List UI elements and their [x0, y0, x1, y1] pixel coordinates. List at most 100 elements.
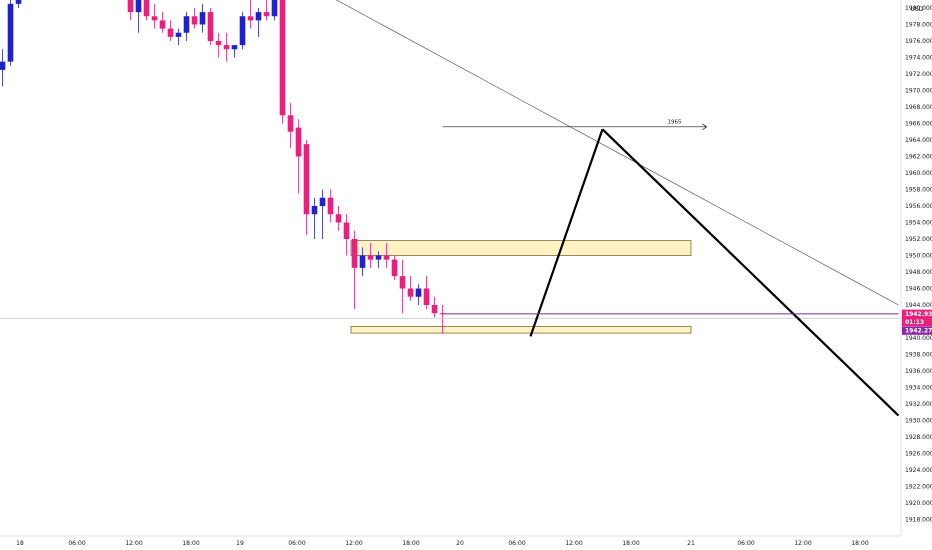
candle-body: [279, 0, 286, 116]
price-tick-label: 1956.000: [905, 203, 932, 210]
candle-body: [367, 255, 374, 260]
price-tick-label: 1966.000: [905, 121, 932, 128]
time-tick-label: 21: [687, 540, 695, 547]
candle-body: [295, 127, 302, 157]
last-price-badge: [902, 309, 932, 319]
countdown-badge: [902, 317, 932, 327]
price-tick-label: 1970.000: [905, 88, 932, 95]
projection-up-leg[interactable]: [529, 128, 604, 337]
price-tick-label: 1946.000: [905, 286, 932, 293]
candle-body: [391, 259, 398, 277]
support-zone[interactable]: [350, 326, 692, 334]
candle-body: [199, 12, 206, 25]
price-tick-label: 1934.000: [905, 385, 932, 392]
candle-body: [359, 255, 366, 268]
price-tick-label: 1978.000: [905, 22, 932, 29]
candle-body: [175, 32, 182, 37]
candle-body: [127, 0, 134, 13]
time-tick-label: 06:00: [68, 540, 85, 547]
price-tick-label: 1936.000: [905, 368, 932, 375]
candle-body: [383, 255, 390, 260]
time-tick-label: 06:00: [737, 540, 754, 547]
price-tick-label: 1974.000: [905, 55, 932, 62]
candle-body: [415, 288, 422, 297]
time-tick-label: 12:00: [125, 540, 142, 547]
price-tick-label: 1962.000: [905, 154, 932, 161]
bid-badge: [902, 326, 932, 335]
price-tick-label: 1932.000: [905, 401, 932, 408]
price-tick-label: 1940.000: [905, 335, 932, 342]
zones-layer: [350, 240, 692, 334]
candle-body: [351, 239, 358, 268]
candles-layer: [0, 0, 446, 334]
candle-body: [7, 3, 14, 62]
time-tick-label: 12:00: [565, 540, 582, 547]
candle-body: [167, 28, 174, 37]
candle-body: [247, 16, 254, 21]
price-tick-label: 1960.000: [905, 170, 932, 177]
price-axis[interactable]: 1980.000 1978.000 1976.000 1974.000 1972.000…: [905, 5, 932, 524]
candle-body: [319, 197, 326, 206]
resistance-zone[interactable]: [350, 240, 692, 256]
currency-label: USD: [911, 6, 924, 13]
candle-body: [431, 305, 438, 314]
candle-body: [135, 0, 142, 13]
price-tick-label: 1950.000: [905, 253, 932, 260]
candle-body: [231, 45, 238, 50]
time-tick-label: 19: [236, 540, 244, 547]
time-tick-label: 18: [16, 540, 24, 547]
price-tick-label: 1922.000: [905, 484, 932, 491]
price-tick-label: 1954.000: [905, 220, 932, 227]
time-tick-label: 18:00: [182, 540, 199, 547]
price-tick-label: 1924.000: [905, 467, 932, 474]
candle-body: [271, 0, 278, 17]
annotations-layer: 1965: [668, 120, 682, 126]
time-axis[interactable]: 18 06:00 12:00 18:00 19 06:00 12:00 18:00 20 06:0…: [16, 540, 869, 547]
descending-trendline[interactable]: [291, 0, 899, 306]
time-tick-label: 06:00: [288, 540, 305, 547]
time-tick-label: 18:00: [622, 540, 639, 547]
price-tick-label: 1980.000: [905, 5, 932, 12]
price-tick-label: 1920.000: [905, 500, 932, 507]
time-tick-label: 06:00: [508, 540, 525, 547]
candle-body: [399, 276, 406, 289]
price-tick-label: 1958.000: [905, 187, 932, 194]
price-tick-label: 1944.000: [905, 302, 932, 309]
candle-body: [15, 0, 22, 4]
time-tick-label: 20: [456, 540, 464, 547]
candle-body: [335, 214, 342, 223]
last-price-badge-text: 1942.930: [905, 311, 932, 318]
candle-body: [287, 115, 294, 132]
projection-down-leg[interactable]: [601, 128, 900, 417]
price-tick-label: 1972.000: [905, 71, 932, 78]
price-tick-label: 1928.000: [905, 434, 932, 441]
candle-body: [183, 16, 190, 33]
candle-body: [159, 20, 166, 29]
candle-body: [0, 61, 6, 70]
level-label: 1965: [668, 120, 682, 126]
price-tick-label: 1964.000: [905, 137, 932, 144]
price-tick-label: 1938.000: [905, 352, 932, 359]
candle-body: [151, 16, 158, 21]
candle-body: [343, 222, 350, 239]
time-tick-label: 18:00: [851, 540, 868, 547]
candle-body: [191, 16, 198, 25]
time-tick-label: 12:00: [794, 540, 811, 547]
candle-body: [423, 288, 430, 305]
candle-body: [239, 16, 246, 46]
candle-body: [375, 255, 382, 260]
candle-body: [407, 288, 414, 297]
candle-body: [311, 206, 318, 215]
candle-body: [207, 12, 214, 41]
price-tick-label: 1926.000: [905, 451, 932, 458]
price-tick-label: 1948.000: [905, 269, 932, 276]
price-tick-label: 1918.000: [905, 517, 932, 524]
price-tick-label: 1976.000: [905, 38, 932, 45]
candle-body: [215, 41, 222, 46]
candle-body: [263, 12, 270, 17]
arrow-head-icon: [702, 123, 708, 131]
price-badges: 1942.93001:13 1942.270: [902, 309, 932, 335]
candle-body: [255, 12, 262, 21]
